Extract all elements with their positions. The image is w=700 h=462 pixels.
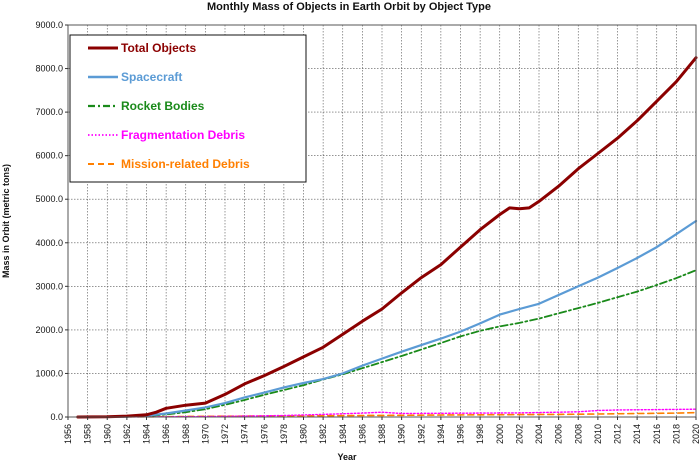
x-tick-label: 1968 — [181, 424, 191, 444]
y-tick-label: 4000.0 — [35, 238, 63, 248]
y-tick-label: 9000.0 — [35, 20, 63, 30]
x-tick-label: 1962 — [122, 424, 132, 444]
x-tick-label: 2020 — [691, 424, 700, 444]
x-tick-label: 1990 — [397, 424, 407, 444]
x-tick-label: 1988 — [377, 424, 387, 444]
x-tick-label: 1972 — [220, 424, 230, 444]
x-tick-label: 1958 — [83, 424, 93, 444]
x-tick-label: 2000 — [495, 424, 505, 444]
x-tick-label: 1998 — [475, 424, 485, 444]
series-line-spacecraft — [76, 219, 698, 419]
x-tick-label: 2012 — [613, 424, 623, 444]
x-tick-label: 2010 — [593, 424, 603, 444]
series-line-mission-related-debris — [77, 411, 697, 418]
x-tick-label: 1960 — [102, 424, 112, 444]
x-tick-label: 2008 — [573, 424, 583, 444]
x-tick-label: 2016 — [652, 424, 662, 444]
series-line-rocket-bodies — [76, 269, 697, 418]
legend-label-spacecraft: Spacecraft — [121, 70, 182, 84]
x-tick-label: 1980 — [299, 424, 309, 444]
x-tick-label: 1984 — [338, 424, 348, 444]
x-tick-label: 2004 — [534, 424, 544, 444]
tick-layer: 1956 1958 1960 1962 1964 1966 1968 1970 1972 1974… — [35, 20, 700, 444]
x-tick-label: 1986 — [357, 424, 367, 444]
x-axis-label: Year — [337, 452, 357, 462]
y-tick-label: 6000.0 — [35, 151, 63, 161]
legend-label-fragmentation-debris: Fragmentation Debris — [121, 128, 245, 142]
x-tick-label: 1978 — [279, 424, 289, 444]
x-tick-label: 1994 — [436, 424, 446, 444]
legend-label-rocket-bodies: Rocket Bodies — [121, 99, 205, 113]
x-tick-label: 1996 — [456, 424, 466, 444]
series-line-total-objects — [76, 56, 698, 419]
x-tick-label: 1992 — [416, 424, 426, 444]
x-tick-label: 1956 — [63, 424, 73, 444]
x-tick-label: 2018 — [671, 424, 681, 444]
y-tick-label: 0.0 — [50, 412, 63, 422]
legend-label-total-objects: Total Objects — [121, 41, 196, 55]
y-tick-label: 7000.0 — [35, 107, 63, 117]
x-tick-label: 1966 — [161, 424, 171, 444]
y-tick-label: 2000.0 — [35, 325, 63, 335]
series-line-fragmentation-debris — [77, 408, 697, 418]
legend-box — [69, 34, 307, 183]
y-axis-label: Mass in Orbit (metric tons) — [1, 164, 11, 278]
x-tick-label: 1964 — [142, 424, 152, 444]
x-tick-label: 1970 — [200, 424, 210, 444]
x-tick-label: 1976 — [259, 424, 269, 444]
chart-title: Monthly Mass of Objects in Earth Orbit b… — [207, 1, 491, 13]
x-tick-label: 1982 — [318, 424, 328, 444]
x-tick-label: 1974 — [240, 424, 250, 444]
series-layer — [76, 56, 698, 419]
legend: Total Objects Spacecraft Rocket Bodies Frag… — [69, 34, 307, 183]
y-tick-label: 8000.0 — [35, 64, 63, 74]
x-tick-label: 2006 — [554, 424, 564, 444]
y-tick-label: 1000.0 — [35, 368, 63, 378]
y-tick-label: 5000.0 — [35, 194, 63, 204]
x-tick-label: 2002 — [514, 424, 524, 444]
y-tick-label: 3000.0 — [35, 281, 63, 291]
legend-label-mission-related-debris: Mission-related Debris — [121, 157, 250, 171]
x-tick-label: 2014 — [632, 424, 642, 444]
